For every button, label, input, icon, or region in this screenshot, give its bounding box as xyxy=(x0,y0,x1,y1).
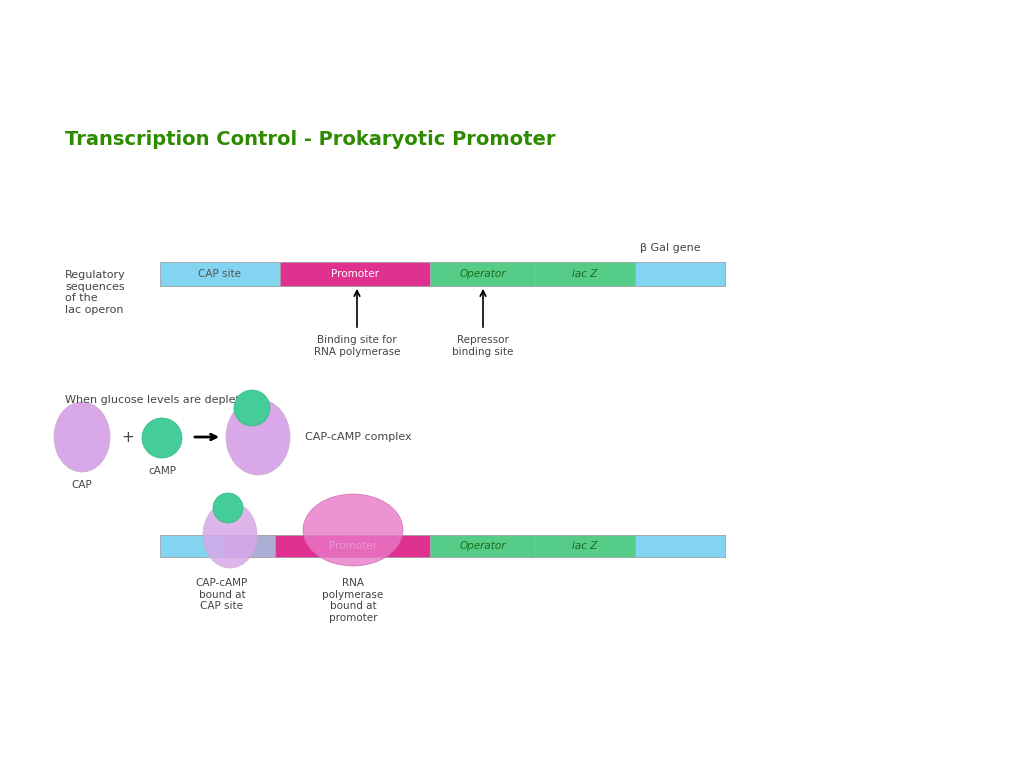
Bar xyxy=(535,262,635,286)
Bar xyxy=(160,262,280,286)
Text: Operator: Operator xyxy=(459,541,506,551)
Bar xyxy=(430,262,535,286)
Bar xyxy=(225,535,275,557)
Ellipse shape xyxy=(303,494,403,566)
Text: β Gal gene: β Gal gene xyxy=(640,243,700,253)
Text: Promoter: Promoter xyxy=(331,269,379,279)
Text: Operator: Operator xyxy=(459,269,506,279)
Text: RNA
polymerase
bound at
promoter: RNA polymerase bound at promoter xyxy=(323,578,384,623)
Bar xyxy=(535,535,635,557)
Text: When glucose levels are depleted: When glucose levels are depleted xyxy=(65,395,254,405)
Bar xyxy=(160,535,225,557)
Text: CAP-cAMP
bound at
CAP site: CAP-cAMP bound at CAP site xyxy=(196,578,248,611)
Text: lac Z: lac Z xyxy=(572,269,598,279)
Text: Repressor
binding site: Repressor binding site xyxy=(453,335,514,356)
Ellipse shape xyxy=(213,493,243,523)
Text: Regulatory
sequences
of the
lac operon: Regulatory sequences of the lac operon xyxy=(65,270,126,315)
Ellipse shape xyxy=(226,399,290,475)
Text: CAP: CAP xyxy=(72,480,92,490)
Bar xyxy=(430,535,535,557)
Text: Transcription Control - Prokaryotic Promoter: Transcription Control - Prokaryotic Prom… xyxy=(65,130,555,149)
Bar xyxy=(280,262,430,286)
Ellipse shape xyxy=(142,418,182,458)
Bar xyxy=(160,262,725,286)
Text: cAMP: cAMP xyxy=(148,466,176,476)
Ellipse shape xyxy=(234,390,270,426)
Ellipse shape xyxy=(54,402,110,472)
Text: CAP-cAMP complex: CAP-cAMP complex xyxy=(305,432,412,442)
Bar xyxy=(275,535,430,557)
Bar xyxy=(635,262,725,286)
Text: +: + xyxy=(122,429,134,445)
Bar xyxy=(160,535,725,557)
Text: Binding site for
RNA polymerase: Binding site for RNA polymerase xyxy=(313,335,400,356)
Text: lac Z: lac Z xyxy=(572,541,598,551)
Ellipse shape xyxy=(203,502,257,568)
Text: CAP site: CAP site xyxy=(199,269,242,279)
Text: Promoter: Promoter xyxy=(329,541,377,551)
Bar xyxy=(635,535,725,557)
